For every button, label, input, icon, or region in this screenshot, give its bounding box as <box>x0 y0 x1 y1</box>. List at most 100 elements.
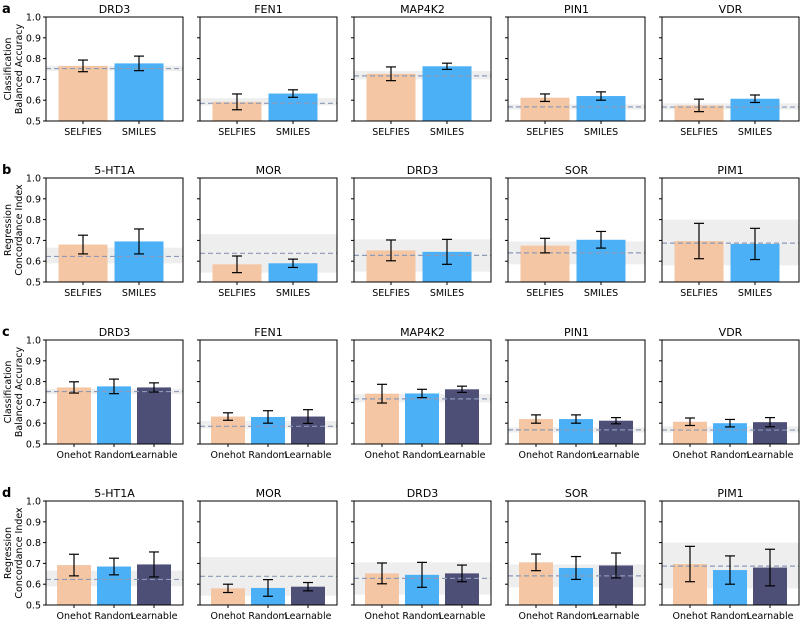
x-tick-label: Learnable <box>131 611 178 622</box>
subplot-title: 5-HT1A <box>94 164 135 177</box>
x-tick-label: SELFIES <box>64 288 102 299</box>
bar-learnable <box>445 389 479 444</box>
error-bar <box>386 66 396 82</box>
x-tick-label: Random <box>402 611 441 622</box>
axes-frame <box>661 16 800 122</box>
subplot-title: DRD3 <box>99 326 131 339</box>
error-bar <box>725 555 735 585</box>
bar-onehot <box>211 588 245 605</box>
x-tick-label: SMILES <box>738 127 772 138</box>
error-bar <box>596 230 606 249</box>
x-tick-label: Onehot <box>211 611 246 622</box>
subplot-title: DRD3 <box>407 487 439 500</box>
x-tick-label: SELFIES <box>680 127 718 138</box>
subplot-title: MAP4K2 <box>400 326 445 339</box>
axes-frame <box>353 177 492 283</box>
error-bar <box>263 579 273 597</box>
x-tick-label: Learnable <box>131 450 178 461</box>
error-bar <box>78 59 88 73</box>
y-axis-label: Classification <box>3 38 14 101</box>
subplot-title: SOR <box>565 164 589 177</box>
x-tick-label: SELFIES <box>218 127 256 138</box>
bar-selfies <box>520 97 570 121</box>
y-tick-label: 0.9 <box>26 33 41 44</box>
error-bar <box>377 562 387 585</box>
x-tick-label: Random <box>94 450 133 461</box>
error-bar <box>109 378 119 395</box>
x-tick-label: SELFIES <box>680 288 718 299</box>
error-bar <box>134 228 144 255</box>
x-tick-label: Onehot <box>519 450 554 461</box>
y-tick-label: 0.9 <box>26 517 41 528</box>
y-tick-label: 0.8 <box>26 377 41 388</box>
x-tick-label: Learnable <box>439 611 486 622</box>
x-tick-label: Random <box>248 450 287 461</box>
axes-frame <box>507 16 646 122</box>
bar-smiles <box>114 63 164 121</box>
subplot-title: DRD3 <box>99 3 131 16</box>
x-tick-label: Random <box>710 611 749 622</box>
y-tick-label: 1.0 <box>26 336 41 347</box>
error-bar <box>232 93 242 111</box>
bar-selfies <box>212 101 262 121</box>
axes-frame <box>353 16 492 122</box>
subplot-title: PIM1 <box>717 487 743 500</box>
x-tick-label: Onehot <box>57 611 92 622</box>
error-bar <box>531 414 541 424</box>
subplot-title: PIN1 <box>564 326 589 339</box>
x-tick-label: SMILES <box>276 127 310 138</box>
error-bar <box>109 557 119 576</box>
bar-smiles <box>268 263 318 282</box>
y-tick-label: 0.7 <box>26 236 41 247</box>
error-bar <box>377 383 387 404</box>
subplot-title: PIN1 <box>564 3 589 16</box>
error-bar <box>223 412 233 421</box>
x-tick-label: Learnable <box>593 450 640 461</box>
y-axis-label: Concordance Index <box>14 184 25 276</box>
error-bar <box>223 583 233 594</box>
panel-letter-b: b <box>2 163 11 178</box>
bar-onehot <box>211 416 245 444</box>
y-tick-label: 1.0 <box>26 13 41 24</box>
y-tick-label: 0.5 <box>26 440 41 451</box>
panel-letter-c: c <box>2 325 10 340</box>
error-bar <box>611 416 621 425</box>
bar-selfies <box>366 73 416 121</box>
error-bar <box>69 553 79 577</box>
y-tick-label: 0.7 <box>26 398 41 409</box>
x-tick-label: SELFIES <box>372 288 410 299</box>
error-bar <box>303 581 313 592</box>
x-tick-label: Learnable <box>593 611 640 622</box>
bar-learnable <box>599 420 633 444</box>
error-bar <box>750 227 760 261</box>
x-tick-label: Onehot <box>57 450 92 461</box>
error-bar <box>596 91 606 101</box>
y-axis-label: Balanced Accuracy <box>14 23 25 114</box>
y-tick-label: 1.0 <box>26 497 41 508</box>
panel-letter-a: a <box>2 2 11 17</box>
x-tick-label: Learnable <box>285 611 332 622</box>
error-bar <box>540 237 550 254</box>
axes-frame <box>45 177 184 283</box>
x-tick-label: Learnable <box>439 450 486 461</box>
x-tick-label: Onehot <box>365 450 400 461</box>
y-tick-label: 0.5 <box>26 117 41 128</box>
x-tick-label: Onehot <box>365 611 400 622</box>
x-tick-label: Onehot <box>211 450 246 461</box>
bar-random <box>97 386 131 444</box>
error-bar <box>149 551 159 578</box>
error-bar <box>531 553 541 572</box>
subplot-title: FEN1 <box>254 326 283 339</box>
bar-learnable <box>291 586 325 605</box>
y-tick-label: 0.5 <box>26 601 41 612</box>
error-bar <box>69 381 79 394</box>
x-tick-label: Onehot <box>673 450 708 461</box>
x-tick-label: Random <box>556 450 595 461</box>
x-tick-label: Onehot <box>673 611 708 622</box>
x-tick-label: SMILES <box>430 127 464 138</box>
y-tick-label: 0.9 <box>26 194 41 205</box>
subplot-title: MOR <box>256 487 282 500</box>
bar-random <box>713 423 747 444</box>
x-tick-label: SELFIES <box>526 127 564 138</box>
